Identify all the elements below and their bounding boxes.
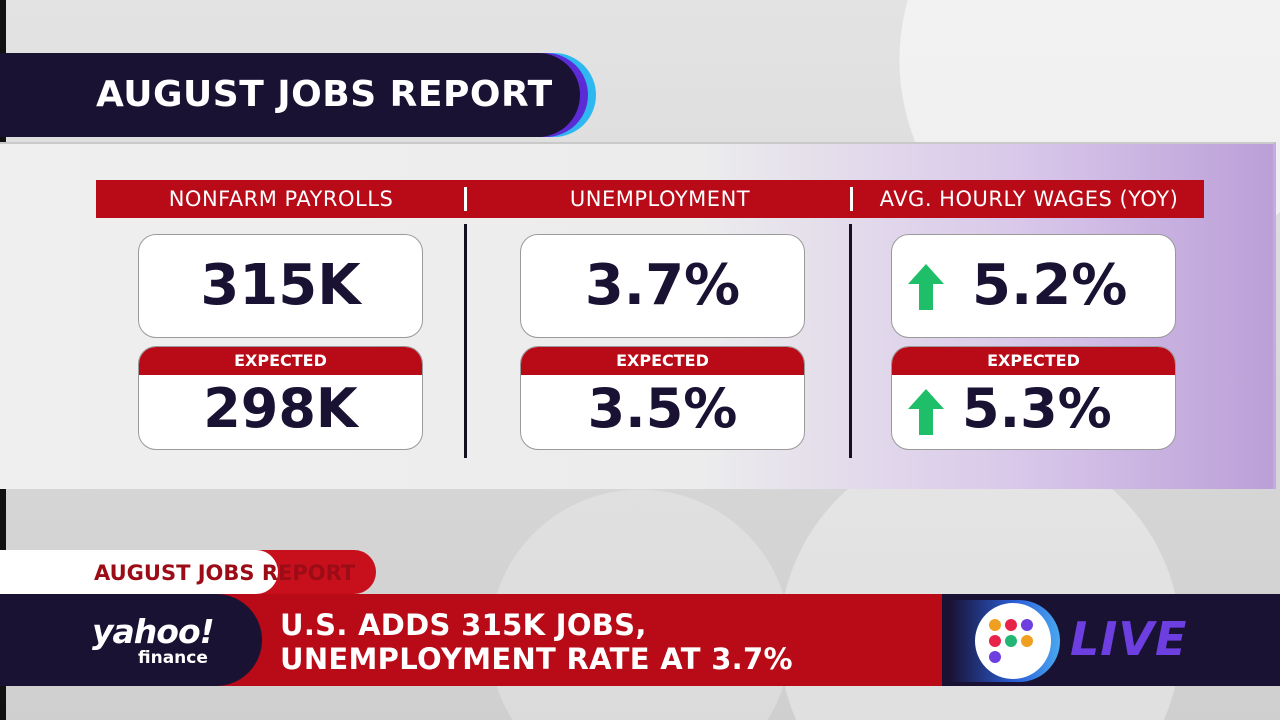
header-avg-hourly-wages: AVG. HOURLY WAGES (YOY) bbox=[879, 187, 1179, 211]
yahoo-logo: yahoo! bbox=[92, 612, 215, 651]
expected-card-payrolls: EXPECTED 298K bbox=[138, 346, 423, 450]
expected-label: EXPECTED bbox=[521, 347, 804, 375]
expected-value: 3.5% bbox=[587, 377, 738, 440]
header-divider bbox=[464, 187, 467, 211]
headline: U.S. ADDS 315K JOBS, UNEMPLOYMENT RATE A… bbox=[280, 608, 793, 676]
actual-value: 5.2% bbox=[972, 253, 1128, 318]
dot bbox=[989, 635, 1001, 647]
finance-logo-text: finance bbox=[138, 648, 208, 668]
actual-value: 315K bbox=[200, 253, 361, 318]
expected-card-wages: EXPECTED 5.3% bbox=[891, 346, 1176, 450]
dot bbox=[1021, 635, 1033, 647]
arrow-up-icon bbox=[908, 264, 944, 310]
expected-card-unemployment: EXPECTED 3.5% bbox=[520, 346, 805, 450]
arrow-up-icon bbox=[908, 389, 944, 435]
actual-card-wages: 5.2% bbox=[891, 234, 1176, 338]
headline-line-2: UNEMPLOYMENT RATE AT 3.7% bbox=[280, 642, 793, 676]
expected-label: EXPECTED bbox=[892, 347, 1175, 375]
lower-third-tag: AUGUST JOBS REPORT bbox=[94, 561, 356, 585]
expected-value: 5.3% bbox=[962, 377, 1112, 440]
lower-third-tag-highlight bbox=[0, 550, 278, 594]
page-title: AUGUST JOBS REPORT bbox=[96, 74, 553, 115]
column-divider bbox=[849, 224, 852, 458]
actual-card-unemployment: 3.7% bbox=[520, 234, 805, 338]
actual-card-payrolls: 315K bbox=[138, 234, 423, 338]
expected-value: 298K bbox=[203, 377, 358, 440]
header-unemployment: UNEMPLOYMENT bbox=[569, 187, 751, 211]
header-nonfarm-payrolls: NONFARM PAYROLLS bbox=[168, 187, 394, 211]
yahoo-live-icon bbox=[975, 603, 1051, 679]
dot bbox=[1021, 619, 1033, 631]
actual-value: 3.7% bbox=[584, 253, 741, 318]
dot bbox=[1005, 635, 1017, 647]
live-label: LIVE bbox=[1070, 612, 1188, 666]
title-bar bbox=[0, 53, 580, 137]
column-divider bbox=[464, 224, 467, 458]
dot bbox=[989, 619, 1001, 631]
header-strip bbox=[96, 180, 1204, 218]
dot bbox=[989, 651, 1001, 663]
dot bbox=[1005, 619, 1017, 631]
header-divider bbox=[850, 187, 853, 211]
headline-line-1: U.S. ADDS 315K JOBS, bbox=[280, 608, 647, 642]
expected-label: EXPECTED bbox=[139, 347, 422, 375]
logo-box bbox=[0, 594, 262, 686]
